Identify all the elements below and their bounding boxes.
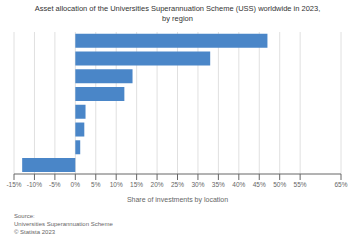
svg-text:15%: 15% [130,181,143,188]
svg-text:-15%: -15% [8,181,22,188]
svg-text:10%: 10% [110,181,123,188]
svg-text:20%: 20% [151,181,164,188]
svg-text:Share of investments by locati: Share of investments by location [127,196,228,204]
svg-text:50%: 50% [273,181,286,188]
svg-text:5%: 5% [91,181,101,188]
svg-text:65%: 65% [334,181,347,188]
svg-text:-5%: -5% [49,181,61,188]
svg-text:25%: 25% [171,181,184,188]
svg-text:-10%: -10% [27,181,42,188]
svg-text:30%: 30% [191,181,204,188]
svg-text:45%: 45% [253,181,266,188]
html-text:Universities Superannuation Sc: Universities Superannuation Scheme [14,221,113,227]
svg-text:0%: 0% [71,181,81,188]
svg-text:40%: 40% [232,181,245,188]
svg-text:55%: 55% [294,181,307,188]
svg-text:35%: 35% [212,181,225,188]
html-text:by region: by region [162,14,193,23]
html-text:© Statista 2023: © Statista 2023 [14,229,56,235]
html-text:Source:: Source: [14,213,35,219]
html-text:Asset allocation of the Univer: Asset allocation of the Universities Sup… [34,4,321,13]
